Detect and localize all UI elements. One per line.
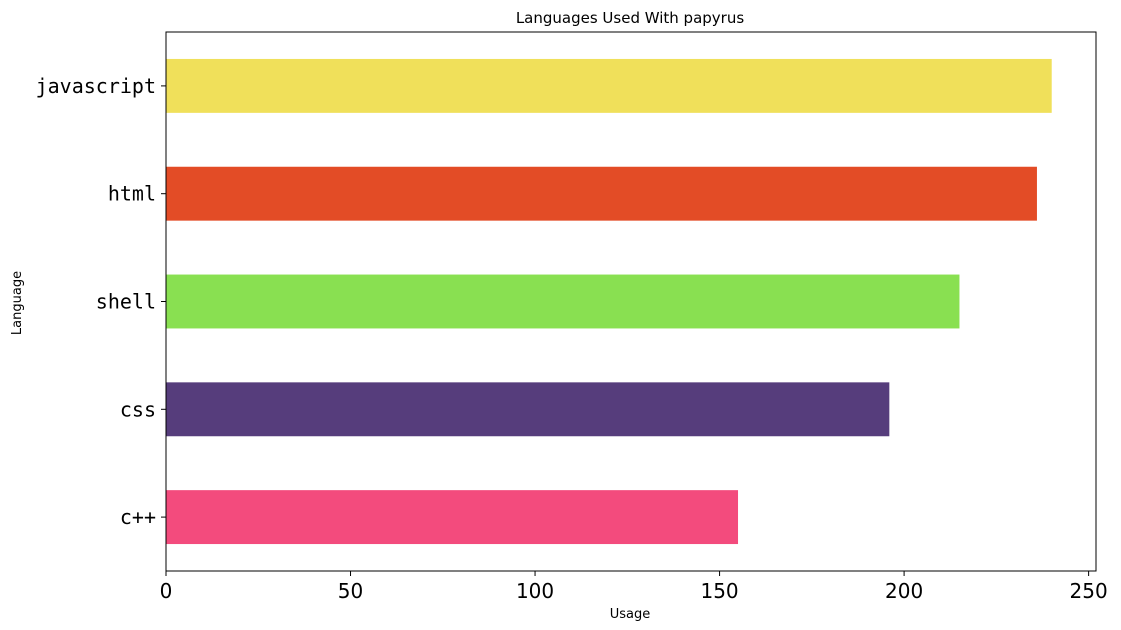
plot-frame [165,31,1097,572]
bar-html [166,166,1037,221]
x-tick-label: 50 [338,579,363,603]
y-tick-label: c++ [120,505,156,529]
y-tick-label: javascript [36,74,156,98]
y-tick-label: html [108,182,156,206]
chart-title: Languages Used With papyrus [516,9,745,27]
x-tick-label: 200 [885,579,923,603]
bar-css [166,382,890,437]
y-axis-label: Language [10,271,25,335]
bar-javascript [166,58,1052,113]
x-axis-label: Usage [610,607,651,622]
x-axis-ticks: 0 50 100 150 200 250 [160,571,1108,603]
x-tick-label: 250 [1070,579,1108,603]
y-axis-ticks: javascript html shell css c++ [36,74,166,529]
y-tick-label: shell [96,290,156,314]
bar-shell [166,274,960,329]
x-tick-label: 0 [160,579,173,603]
bars-group [166,58,1052,545]
x-tick-label: 150 [700,579,738,603]
bar-cpp [166,490,739,545]
x-tick-label: 100 [516,579,554,603]
y-tick-label: css [120,397,156,421]
